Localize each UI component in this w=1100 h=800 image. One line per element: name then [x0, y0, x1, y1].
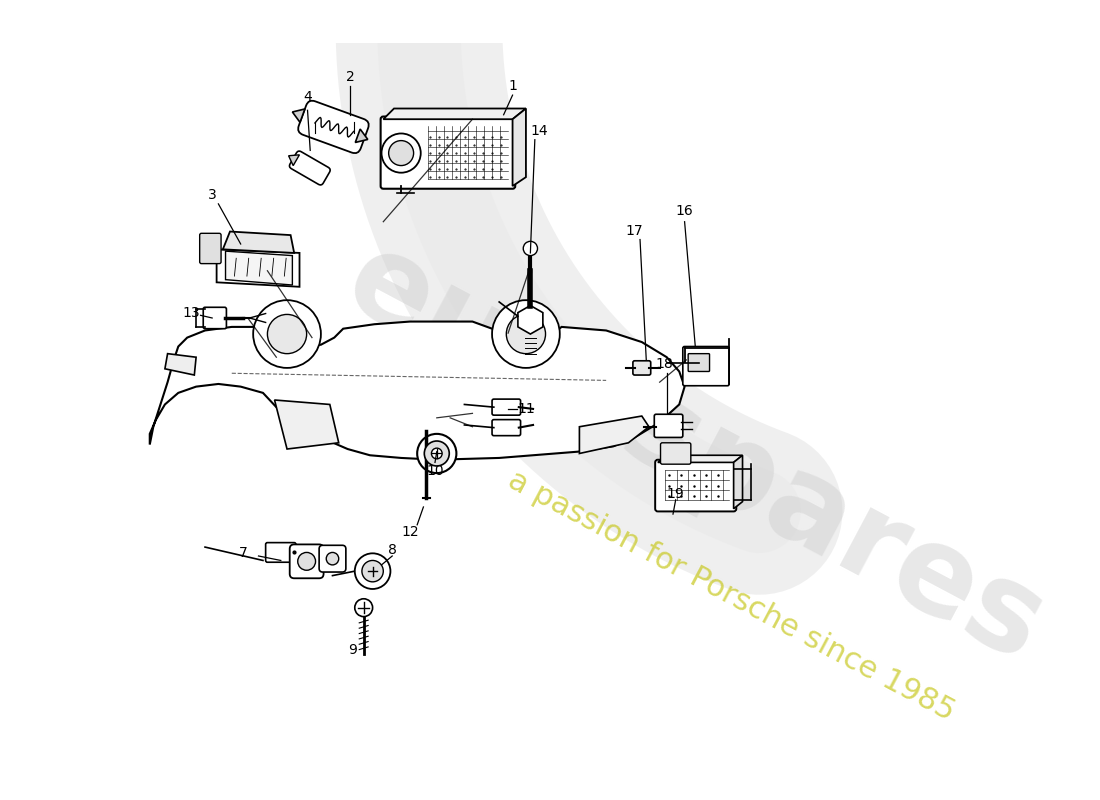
Polygon shape: [226, 251, 293, 285]
Text: 8: 8: [388, 542, 397, 557]
Text: 16: 16: [675, 204, 693, 218]
Text: eurospares: eurospares: [327, 221, 1064, 686]
Text: 14: 14: [530, 124, 548, 138]
Text: 1: 1: [508, 79, 517, 94]
FancyBboxPatch shape: [204, 307, 227, 329]
Polygon shape: [223, 231, 294, 253]
Circle shape: [425, 441, 449, 466]
FancyBboxPatch shape: [654, 414, 683, 438]
Circle shape: [431, 448, 442, 459]
Text: 7: 7: [239, 546, 248, 560]
Circle shape: [492, 300, 560, 368]
Polygon shape: [355, 129, 367, 142]
Circle shape: [382, 134, 420, 173]
Polygon shape: [150, 322, 684, 460]
FancyBboxPatch shape: [319, 546, 345, 572]
Circle shape: [362, 561, 383, 582]
Text: 9: 9: [348, 642, 356, 657]
Text: 2: 2: [345, 70, 354, 84]
FancyBboxPatch shape: [298, 101, 368, 153]
Circle shape: [253, 300, 321, 368]
FancyBboxPatch shape: [381, 117, 515, 189]
Text: 11: 11: [517, 402, 535, 416]
FancyBboxPatch shape: [660, 442, 691, 464]
FancyBboxPatch shape: [200, 234, 221, 264]
Text: 3: 3: [208, 188, 217, 202]
Circle shape: [355, 598, 373, 617]
FancyBboxPatch shape: [289, 545, 323, 578]
Polygon shape: [513, 109, 526, 186]
Text: 17: 17: [626, 224, 644, 238]
Circle shape: [524, 242, 538, 255]
Text: 13: 13: [183, 306, 200, 320]
Circle shape: [417, 434, 456, 473]
Circle shape: [267, 314, 307, 354]
Polygon shape: [658, 455, 742, 462]
FancyBboxPatch shape: [656, 460, 736, 511]
Circle shape: [298, 553, 316, 570]
Polygon shape: [165, 354, 196, 375]
FancyBboxPatch shape: [683, 346, 729, 386]
FancyBboxPatch shape: [289, 151, 330, 185]
Text: 12: 12: [402, 525, 419, 539]
Polygon shape: [288, 155, 299, 166]
Polygon shape: [734, 455, 742, 509]
Circle shape: [327, 553, 339, 565]
Circle shape: [355, 554, 390, 589]
Polygon shape: [580, 416, 649, 454]
Circle shape: [388, 141, 414, 166]
Text: 18: 18: [656, 358, 673, 371]
FancyBboxPatch shape: [492, 420, 520, 436]
Text: 10: 10: [426, 464, 443, 478]
Text: 19: 19: [667, 486, 684, 501]
Text: 4: 4: [304, 90, 312, 104]
Polygon shape: [518, 306, 543, 334]
Polygon shape: [275, 400, 339, 449]
FancyBboxPatch shape: [265, 542, 296, 562]
Circle shape: [506, 314, 546, 354]
Text: a passion for Porsche since 1985: a passion for Porsche since 1985: [503, 466, 959, 726]
Polygon shape: [383, 109, 526, 119]
Polygon shape: [217, 250, 299, 286]
FancyBboxPatch shape: [492, 399, 520, 415]
FancyBboxPatch shape: [689, 354, 710, 371]
Polygon shape: [293, 109, 305, 122]
FancyBboxPatch shape: [632, 361, 651, 375]
